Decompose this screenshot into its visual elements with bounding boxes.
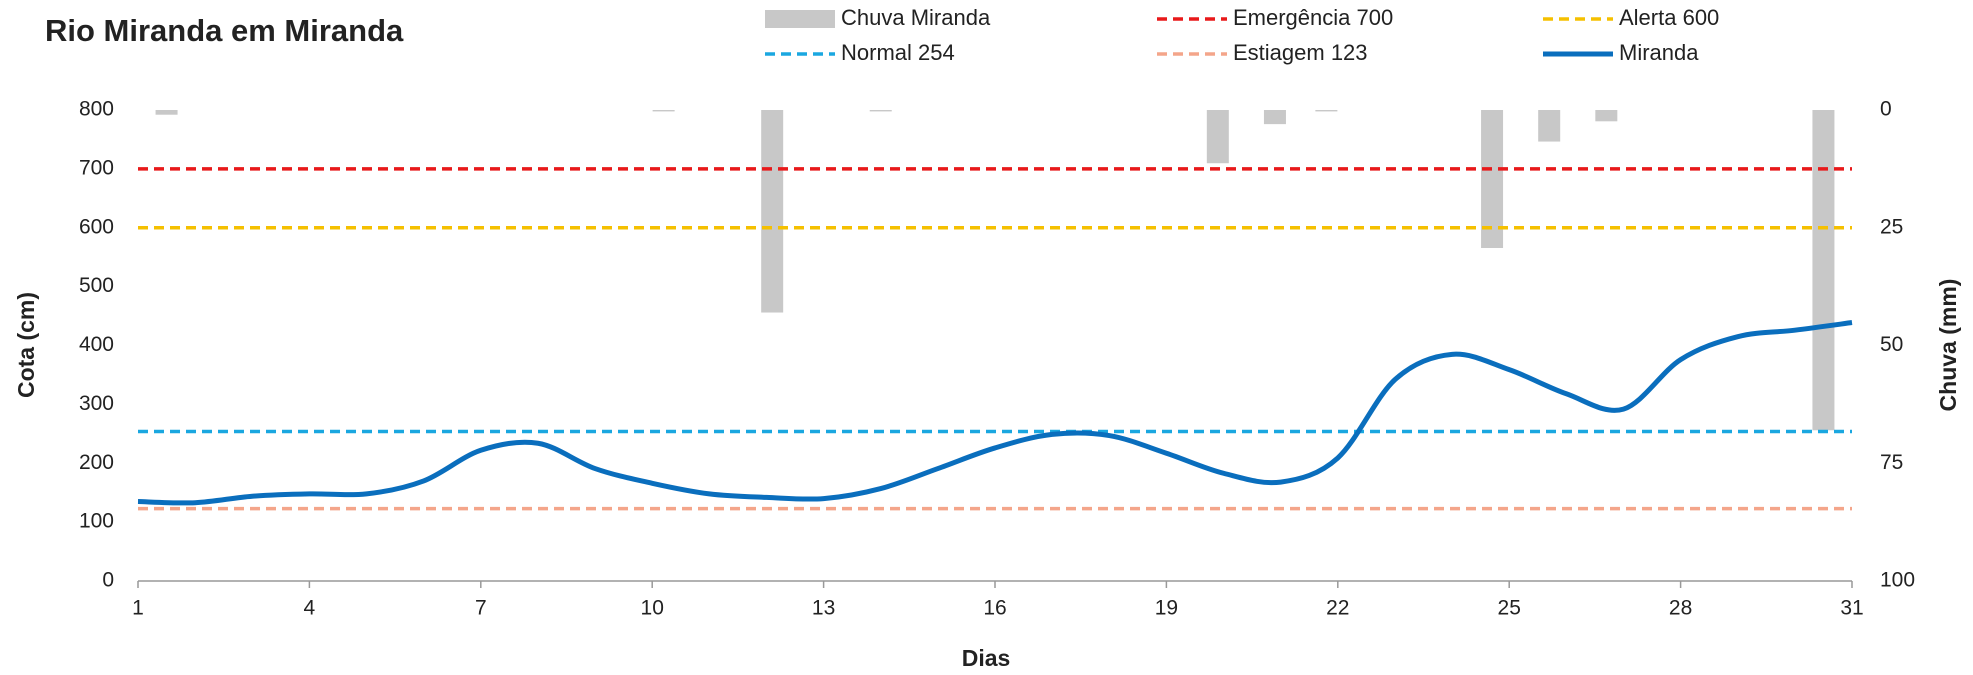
- y2-tick-label: 0: [1880, 98, 1892, 121]
- rain-bar: [1263, 110, 1286, 125]
- y-axis-label: Cota (cm): [13, 292, 39, 398]
- y-tick-label: 400: [79, 333, 114, 356]
- x-tick-label: 31: [1840, 597, 1863, 620]
- x-tick-label: 25: [1498, 597, 1521, 620]
- x-tick-label: 7: [475, 597, 487, 620]
- rain-bar: [652, 110, 675, 112]
- rain-bar: [1315, 110, 1338, 112]
- x-tick-label: 22: [1326, 597, 1349, 620]
- level-line: [137, 320, 1853, 506]
- x-tick-label: 1: [132, 597, 144, 620]
- x-tick-label: 19: [1155, 597, 1178, 620]
- y2-axis-label: Chuva (mm): [1935, 279, 1961, 412]
- rain-bar: [869, 110, 892, 112]
- rain-bar: [761, 110, 784, 313]
- y-tick-label: 600: [79, 215, 114, 238]
- legend-label: Estiagem 123: [1233, 40, 1368, 65]
- y-tick-label: 500: [79, 274, 114, 297]
- y-tick-label: 0: [102, 569, 114, 592]
- y2-tick-label: 75: [1880, 451, 1903, 474]
- rain-bar: [1206, 110, 1229, 164]
- x-axis-label: Dias: [962, 645, 1011, 671]
- rain-bar: [1538, 110, 1561, 142]
- legend-label: Alerta 600: [1619, 5, 1719, 30]
- x-tick-label: 13: [812, 597, 835, 620]
- legend-swatch: [765, 10, 835, 28]
- y-tick-label: 800: [79, 98, 114, 121]
- rain-bar: [1595, 110, 1618, 122]
- legend-label: Emergência 700: [1233, 5, 1393, 30]
- y2-tick-label: 25: [1880, 215, 1903, 238]
- chart-title: Rio Miranda em Miranda: [45, 13, 404, 48]
- x-tick-label: 16: [983, 597, 1006, 620]
- x-tick-label: 10: [641, 597, 664, 620]
- legend-label: Chuva Miranda: [841, 5, 991, 30]
- rain-bar: [1481, 110, 1504, 249]
- rain-bar: [1812, 110, 1835, 431]
- x-tick-label: 28: [1669, 597, 1692, 620]
- y-tick-label: 100: [79, 510, 114, 533]
- y2-tick-label: 50: [1880, 333, 1903, 356]
- y-tick-label: 300: [79, 392, 114, 415]
- legend-label: Normal 254: [841, 40, 955, 65]
- y2-tick-label: 100: [1880, 569, 1915, 592]
- y-tick-label: 700: [79, 156, 114, 179]
- y-tick-label: 200: [79, 451, 114, 474]
- x-tick-label: 4: [304, 597, 316, 620]
- rain-bar: [155, 110, 178, 115]
- legend-label: Miranda: [1619, 40, 1699, 65]
